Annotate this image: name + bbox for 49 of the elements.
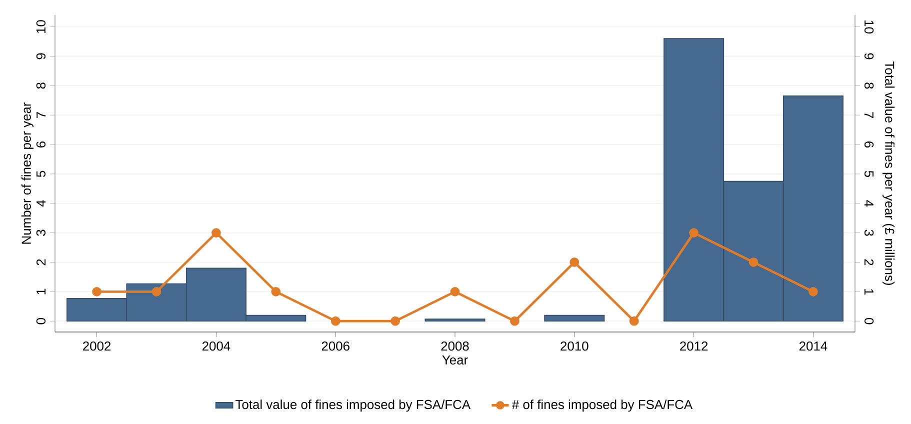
y-tick-label: 0 — [36, 318, 46, 324]
legend-label: # of fines imposed by FSA/FCA — [512, 400, 693, 412]
point — [689, 228, 698, 238]
bar — [424, 318, 486, 322]
x-tick-label: 2014 — [799, 341, 828, 351]
y-tick-label: 3 — [36, 230, 46, 236]
y-tick-label: 7 — [36, 112, 46, 118]
point — [510, 316, 520, 326]
y2-tick-label: 10 — [864, 20, 874, 34]
point — [152, 286, 162, 296]
y-tick-label: 8 — [36, 82, 46, 89]
y2-tick-label: 3 — [864, 230, 874, 236]
point — [92, 286, 102, 296]
x-tick-label: 2002 — [83, 341, 111, 351]
y-tick-label: 5 — [36, 170, 46, 178]
x-axis-title: Year — [442, 356, 468, 365]
point — [748, 258, 758, 267]
legend-label: Total value of fines imposed by FSA/FCA — [236, 400, 471, 412]
point — [570, 258, 580, 267]
y-axis-title: Number of fines per year — [21, 102, 34, 244]
y-tick-label: 10 — [36, 20, 46, 33]
y-tick-label: 4 — [36, 200, 46, 207]
point — [629, 316, 639, 326]
point — [330, 316, 340, 326]
y2-tick-label: 6 — [864, 142, 874, 148]
y-tick-label: 9 — [36, 53, 46, 60]
y2-axis-title: Total value of fines per year (£ millions) — [882, 62, 895, 285]
y2-tick-label: 2 — [864, 259, 874, 266]
x-tick-label: 2012 — [680, 341, 708, 351]
bar — [544, 314, 605, 322]
y2-tick-label: 7 — [864, 112, 874, 118]
y2-tick-label: 4 — [864, 200, 874, 207]
y2-tick-label: 1 — [864, 289, 874, 295]
y2-tick-label: 9 — [864, 53, 874, 60]
y-tick-label: 1 — [36, 288, 46, 294]
point — [808, 286, 818, 296]
x-tick-label: 2004 — [202, 341, 230, 351]
x-tick-label: 2008 — [441, 341, 469, 351]
y2-tick-label: 8 — [864, 82, 874, 89]
y2-tick-label: 0 — [864, 318, 874, 324]
y-tick-label: 2 — [36, 259, 46, 266]
x-tick-label: 2006 — [322, 341, 350, 351]
x-tick-label: 2010 — [560, 341, 588, 351]
y2-tick-label: 5 — [864, 170, 874, 177]
point — [450, 286, 460, 296]
point — [212, 228, 221, 238]
point — [271, 286, 281, 296]
point — [390, 316, 400, 326]
y-tick-label: 6 — [36, 141, 46, 148]
